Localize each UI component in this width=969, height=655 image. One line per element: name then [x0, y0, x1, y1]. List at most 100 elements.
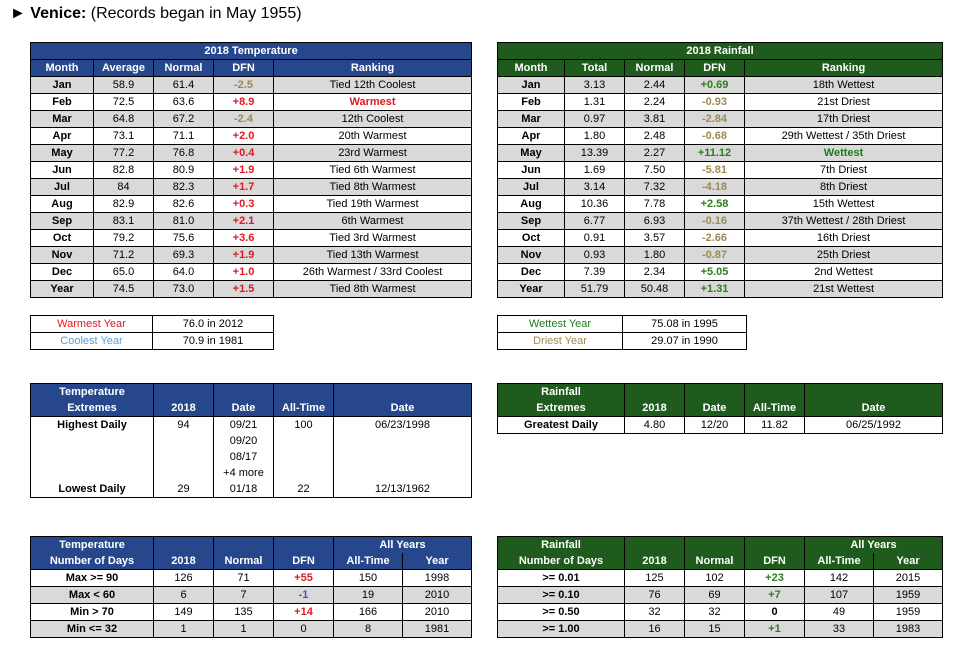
greatest-daily-label: Greatest Daily	[497, 416, 625, 434]
rainfall-table: 2018 Rainfall Month Total Normal DFN Ranking…	[496, 42, 944, 298]
rain-days-2018-cell: 16	[624, 620, 685, 638]
rain-month-cell: Feb	[497, 93, 565, 111]
rain-normal-cell: 7.50	[624, 161, 685, 179]
rain-total-cell: 0.97	[564, 110, 625, 128]
temp-ranking-cell: Warmest	[272, 93, 473, 111]
rain-days-col-year: Year	[873, 553, 943, 570]
rain-dfn-cell: +1.31	[684, 280, 745, 298]
table-row: Nov 0.93 1.80 -0.87 25th Driest	[497, 246, 944, 264]
rain-ranking-cell: 29th Wettest / 35th Driest	[743, 127, 944, 145]
temp-month-cell: Dec	[30, 263, 94, 281]
temp-col-month: Month	[30, 59, 94, 77]
rain-ranking-cell: 2nd Wettest	[743, 263, 944, 281]
rain-days-all-years: All Years	[804, 536, 943, 553]
rain-days-year-cell: 1959	[873, 603, 943, 621]
temp-avg-cell: 71.2	[93, 246, 154, 264]
rain-month-cell: Apr	[497, 127, 565, 145]
table-row: Min > 70 149 135 +14 166 2010	[30, 603, 472, 621]
rain-dfn-cell: +5.05	[684, 263, 745, 281]
temp-normal-cell: 61.4	[153, 76, 214, 94]
rain-month-cell: Jul	[497, 178, 565, 196]
title-location: Venice:	[30, 5, 87, 22]
rain-days-year-cell: 2015	[873, 569, 943, 587]
temp-days-dfn-cell: -1	[273, 586, 334, 604]
temp-normal-cell: 69.3	[153, 246, 214, 264]
lowest-daily-date: 01/18	[213, 481, 274, 498]
rain-month-cell: Jun	[497, 161, 565, 179]
highest-daily-2018: 94	[153, 416, 214, 433]
rainfall-extremes-table: Rainfall Extremes 2018 Date All-Time Dat…	[497, 383, 943, 434]
rain-ranking-cell: 7th Driest	[743, 161, 944, 179]
temp-month-cell: Aug	[30, 195, 94, 213]
temp-days-normal-cell: 135	[213, 603, 274, 621]
temp-days-normal-cell: 1	[213, 620, 274, 638]
highest-daily-date-1: 09/21	[213, 416, 274, 433]
temp-normal-cell: 73.0	[153, 280, 214, 298]
rain-days-row-label: >= 0.50	[497, 603, 625, 621]
temp-avg-cell: 72.5	[93, 93, 154, 111]
temp-days-dfn-cell: 0	[273, 620, 334, 638]
rain-col-month: Month	[497, 59, 565, 77]
temp-ranking-cell: Tied 8th Warmest	[272, 280, 473, 298]
rain-days-2018-cell: 32	[624, 603, 685, 621]
temp-days-col-2018: 2018	[153, 553, 214, 570]
wettest-year-value: 75.08 in 1995	[622, 315, 747, 333]
rain-normal-cell: 50.48	[624, 280, 685, 298]
temp-avg-cell: 73.1	[93, 127, 154, 145]
temp-avg-cell: 58.9	[93, 76, 154, 94]
temp-days-header-2: Number of Days	[30, 553, 154, 570]
temp-ranking-cell: Tied 8th Warmest	[272, 178, 473, 196]
rain-extremes-col-2018: 2018	[624, 400, 685, 417]
rain-days-dfn-cell: +7	[744, 586, 805, 604]
table-row: Jan 3.13 2.44 +0.69 18th Wettest	[497, 76, 944, 94]
rain-month-cell: Year	[497, 280, 565, 298]
table-row: >= 0.01 125 102 +23 142 2015	[497, 569, 943, 587]
rain-normal-cell: 6.93	[624, 212, 685, 230]
table-row: >= 0.10 76 69 +7 107 1959	[497, 586, 943, 604]
coolest-year-value: 70.9 in 1981	[152, 332, 274, 350]
table-row: Jul 84 82.3 +1.7 Tied 8th Warmest	[30, 178, 473, 196]
table-row: Min <= 32 1 1 0 8 1981	[30, 620, 472, 638]
table-row: Year 74.5 73.0 +1.5 Tied 8th Warmest	[30, 280, 473, 298]
temp-days-all-years: All Years	[333, 536, 472, 553]
highest-daily-date-2: 09/20	[213, 433, 274, 449]
rain-days-dfn-cell: +1	[744, 620, 805, 638]
temp-days-row-label: Min <= 32	[30, 620, 154, 638]
temp-avg-cell: 79.2	[93, 229, 154, 247]
highest-daily-alltime: 100	[273, 416, 334, 433]
temp-month-cell: Mar	[30, 110, 94, 128]
temp-days-year-cell: 2010	[402, 603, 472, 621]
temp-month-cell: Year	[30, 280, 94, 298]
rain-normal-cell: 7.78	[624, 195, 685, 213]
table-row: Max >= 90 126 71 +55 150 1998	[30, 569, 472, 587]
temp-dfn-cell: -2.4	[213, 110, 274, 128]
rain-normal-cell: 2.44	[624, 76, 685, 94]
rain-total-cell: 6.77	[564, 212, 625, 230]
rain-dfn-cell: -0.93	[684, 93, 745, 111]
rain-month-cell: Sep	[497, 212, 565, 230]
rain-dfn-cell: -4.18	[684, 178, 745, 196]
temp-avg-cell: 65.0	[93, 263, 154, 281]
temp-dfn-cell: +1.0	[213, 263, 274, 281]
rain-extremes-col-date: Date	[684, 400, 745, 417]
rain-normal-cell: 2.24	[624, 93, 685, 111]
table-row: Dec 65.0 64.0 +1.0 26th Warmest / 33rd Coole…	[30, 263, 473, 281]
temp-days-alltime-cell: 166	[333, 603, 403, 621]
table-row: Aug 82.9 82.6 +0.3 Tied 19th Warmest	[30, 195, 473, 213]
temp-ranking-cell: Tied 19th Warmest	[272, 195, 473, 213]
rain-total-cell: 51.79	[564, 280, 625, 298]
rainfall-table-title: 2018 Rainfall	[496, 42, 944, 60]
rain-ranking-cell: 17th Driest	[743, 110, 944, 128]
rain-days-year-cell: 1959	[873, 586, 943, 604]
lowest-daily-label: Lowest Daily	[30, 481, 154, 498]
table-row: Jun 1.69 7.50 -5.81 7th Driest	[497, 161, 944, 179]
rain-dfn-cell: -0.87	[684, 246, 745, 264]
table-row: Jan 58.9 61.4 -2.5 Tied 12th Coolest	[30, 76, 473, 94]
rain-ranking-cell: 8th Driest	[743, 178, 944, 196]
temp-days-col-normal: Normal	[213, 553, 274, 570]
wettest-year-label: Wettest Year	[497, 315, 623, 333]
temp-dfn-cell: +8.9	[213, 93, 274, 111]
rain-ranking-cell: 21st Wettest	[743, 280, 944, 298]
rain-month-cell: May	[497, 144, 565, 162]
temp-normal-cell: 67.2	[153, 110, 214, 128]
